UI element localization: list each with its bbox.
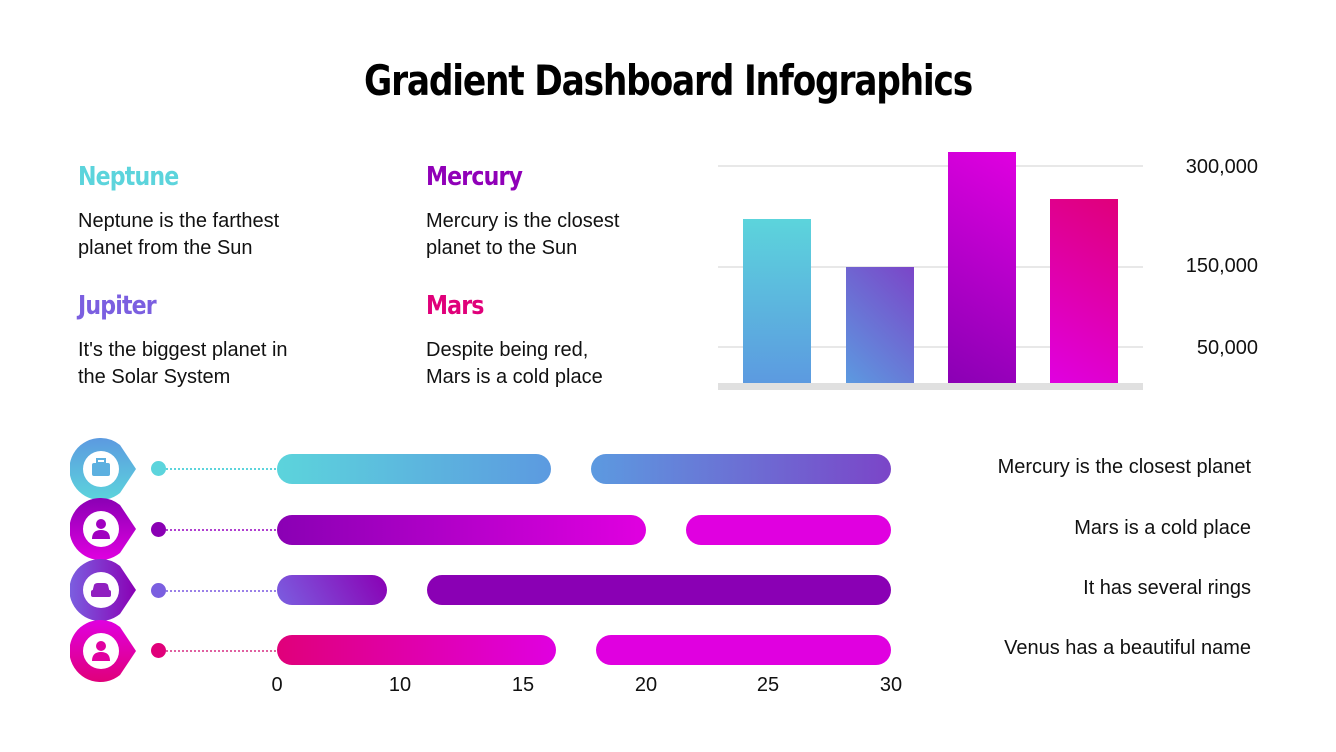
gridline — [718, 346, 1143, 348]
row4-segment1 — [277, 635, 556, 665]
bar-1 — [743, 219, 811, 383]
y-tick-label: 50,000 — [1196, 337, 1258, 359]
bar-4 — [1050, 199, 1118, 383]
page-title: Gradient Dashboard Infographics — [364, 56, 973, 105]
row3-segment1 — [277, 575, 387, 605]
x-tick-label: 10 — [388, 674, 412, 696]
desc-line: Mars is a cold place — [426, 366, 603, 388]
bar-2 — [846, 267, 914, 383]
x-tick-label: 25 — [756, 674, 780, 696]
dotted-connector — [166, 529, 276, 531]
row2-segment1 — [277, 515, 646, 545]
planet-mercury: Mercury Mercury is the closest planet to… — [426, 162, 726, 262]
desc-line: Despite being red, — [426, 339, 589, 361]
row-dot — [151, 522, 166, 537]
planet-desc: Despite being red, Mars is a cold place — [426, 337, 726, 391]
row-dot — [151, 643, 166, 658]
desc-line: the Solar System — [78, 366, 231, 388]
doctor-icon — [70, 498, 136, 560]
y-tick-label: 300,000 — [1185, 156, 1258, 178]
dotted-connector — [166, 590, 276, 592]
planet-name: Mercury — [426, 162, 523, 192]
desc-line: planet from the Sun — [78, 237, 253, 259]
gridline — [718, 266, 1143, 268]
planet-name: Jupiter — [78, 291, 157, 321]
row-dot — [151, 461, 166, 476]
planet-desc: Mercury is the closest planet to the Sun — [426, 208, 726, 262]
row1-segment1 — [277, 454, 551, 484]
bar-3 — [948, 152, 1016, 383]
x-tick-label: 30 — [879, 674, 903, 696]
nurse-icon — [70, 620, 136, 682]
row-label: It has several rings — [1083, 577, 1251, 599]
desc-line: planet to the Sun — [426, 237, 578, 259]
desc-line: It's the biggest planet in — [78, 339, 288, 361]
x-tick-label: 0 — [271, 674, 283, 696]
x-tick-label: 20 — [634, 674, 658, 696]
row3-segment2 — [427, 575, 891, 605]
planet-desc: Neptune is the farthest planet from the … — [78, 208, 378, 262]
planet-mars: Mars Despite being red, Mars is a cold p… — [426, 291, 726, 391]
dotted-connector — [166, 468, 276, 470]
planet-desc: It's the biggest planet in the Solar Sys… — [78, 337, 378, 391]
row-label: Mars is a cold place — [1074, 517, 1251, 539]
planet-name: Mars — [426, 291, 484, 321]
dotted-connector — [166, 650, 276, 652]
planet-name: Neptune — [78, 162, 179, 192]
car-icon — [70, 559, 136, 621]
desc-line: Mercury is the closest — [426, 210, 620, 232]
x-axis-baseline — [718, 383, 1143, 390]
row2-segment2 — [686, 515, 891, 545]
gridline — [718, 165, 1143, 167]
row1-segment2 — [591, 454, 891, 484]
y-tick-label: 150,000 — [1185, 255, 1258, 277]
row-dot — [151, 583, 166, 598]
row-label: Mercury is the closest planet — [997, 456, 1251, 478]
briefcase-icon — [70, 438, 136, 500]
desc-line: Neptune is the farthest — [78, 210, 280, 232]
planet-jupiter: Jupiter It's the biggest planet in the S… — [78, 291, 378, 391]
row4-segment2 — [596, 635, 891, 665]
x-tick-label: 15 — [511, 674, 535, 696]
planet-neptune: Neptune Neptune is the farthest planet f… — [78, 162, 378, 262]
row-label: Venus has a beautiful name — [1004, 637, 1251, 659]
